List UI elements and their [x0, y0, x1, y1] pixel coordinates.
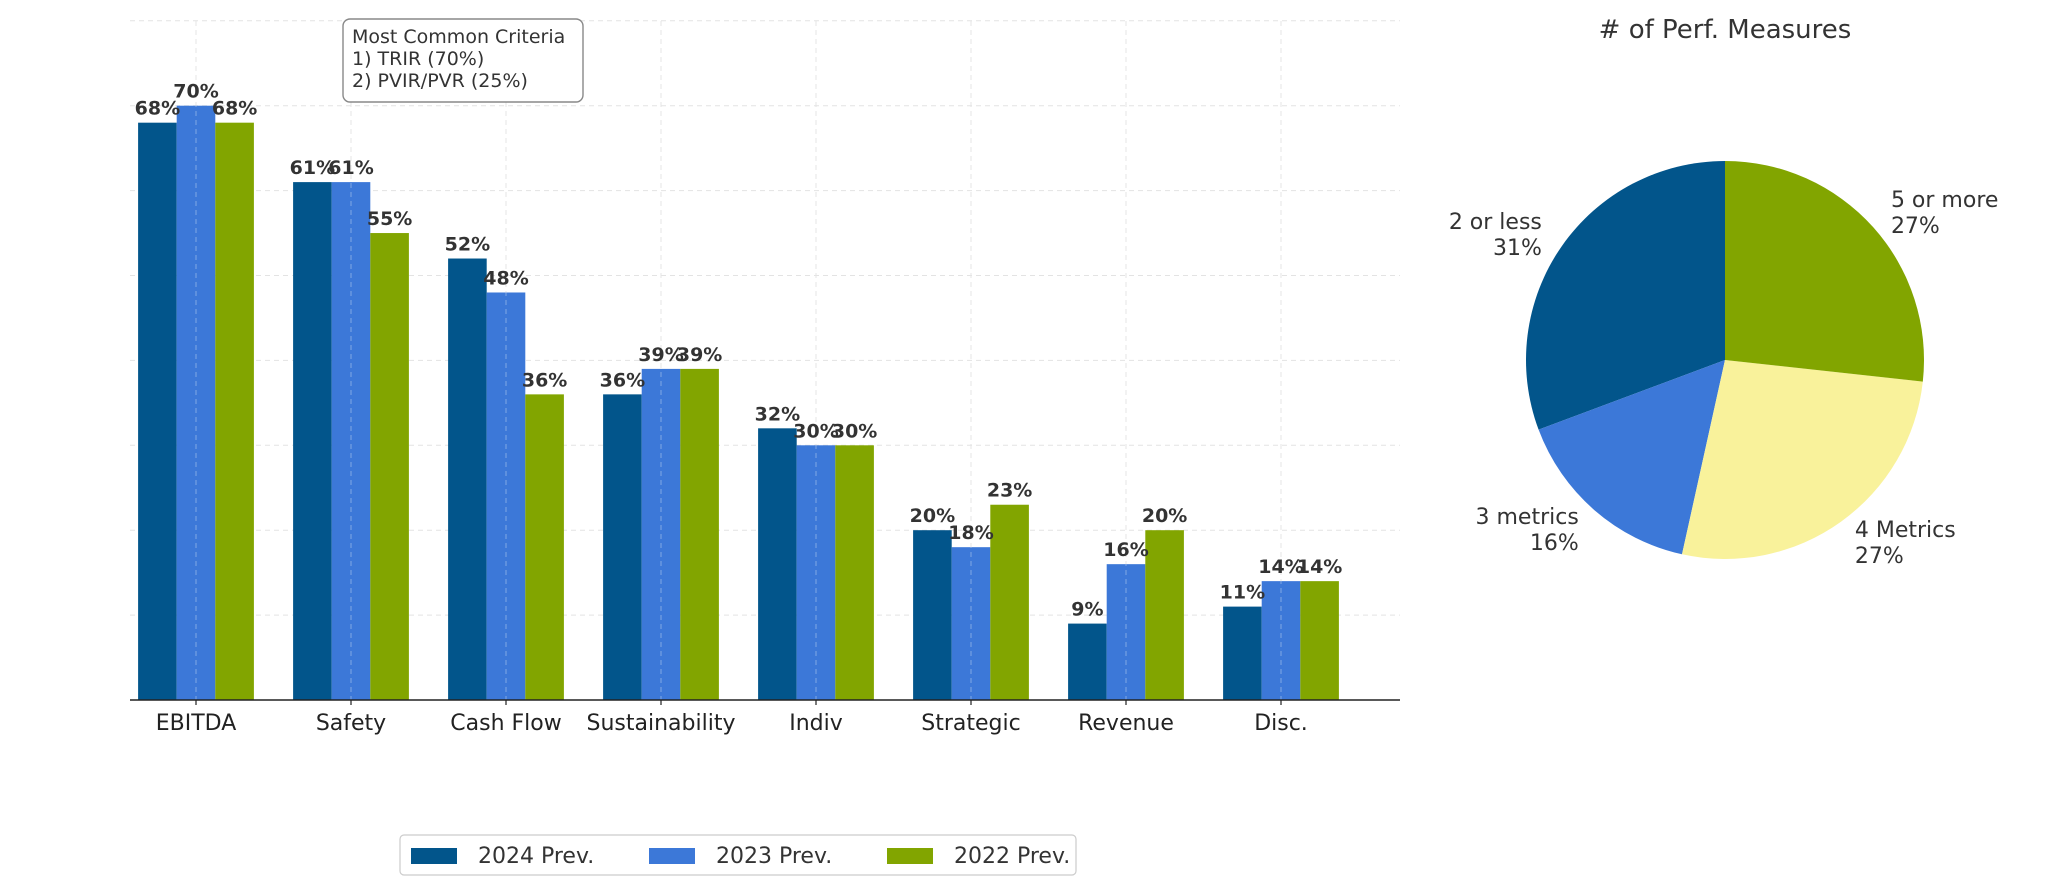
- pie-slice-2-or-less: [1526, 161, 1725, 430]
- bar-value-label: 14%: [1258, 556, 1303, 578]
- bar-2022-prev: [370, 233, 409, 701]
- x-tick-label: Disc.: [1254, 711, 1308, 736]
- annotation-box: Most Common Criteria 1) TRIR (70%) 2) PV…: [342, 18, 584, 103]
- annotation-item-2: 2) PVIR/PVR (25%): [352, 70, 528, 92]
- bar-value-label: 11%: [1220, 582, 1265, 604]
- bar-2022-prev: [1300, 581, 1339, 700]
- annotation-item-1: 1) TRIR (70%): [352, 48, 484, 70]
- bar-2023-prev: [951, 547, 991, 700]
- pie-pct-label: 31%: [1493, 236, 1542, 261]
- bar-2024-prev: [293, 182, 332, 701]
- pie-label: 4 Metrics: [1855, 518, 1956, 543]
- legend-swatch: [887, 848, 933, 864]
- legend-swatch: [649, 848, 695, 864]
- bar-value-label: 18%: [948, 522, 993, 544]
- pie-pct-label: 27%: [1891, 214, 1940, 239]
- bar-value-label: 68%: [212, 98, 257, 120]
- bar-value-label: 32%: [755, 403, 800, 425]
- pie-chart-title: # of Perf. Measures: [1599, 15, 1852, 45]
- bar-2022-prev: [525, 394, 564, 700]
- x-tick-label: Safety: [316, 711, 386, 736]
- bar-2023-prev: [641, 368, 681, 700]
- bar-2024-prev: [1068, 623, 1107, 700]
- bar-2024-prev: [758, 428, 797, 700]
- bar-value-label: 39%: [638, 344, 683, 366]
- bar-2024-prev: [138, 122, 177, 701]
- bar-value-label: 20%: [1142, 505, 1187, 527]
- bar-value-label: 61%: [328, 157, 373, 179]
- bar-2023-prev: [1261, 581, 1301, 700]
- x-tick-label: Strategic: [921, 711, 1020, 736]
- bar-2023-prev: [796, 445, 836, 700]
- bar-value-label: 39%: [677, 344, 722, 366]
- legend: 2024 Prev. 2023 Prev. 2022 Prev.: [399, 834, 1077, 876]
- bar-value-label: 55%: [367, 208, 412, 230]
- bar-2024-prev: [603, 394, 642, 700]
- bar-2023-prev: [331, 182, 371, 701]
- legend-label: 2023 Prev.: [716, 844, 832, 869]
- pie-label: 5 or more: [1891, 188, 1998, 213]
- pie-slice-3-metrics: [1538, 360, 1725, 555]
- bar-value-label: 52%: [445, 234, 490, 256]
- bar-value-label: 16%: [1103, 539, 1148, 561]
- bar-value-label: 61%: [290, 157, 335, 179]
- bar-chart-bars: [138, 21, 1339, 701]
- legend-frame: [399, 834, 1077, 876]
- bar-value-label: 30%: [793, 420, 838, 442]
- x-axis-tick-labels: EBITDA Safety Cash Flow Sustainability Indiv…: [156, 700, 1308, 736]
- pie-pct-label: 27%: [1855, 544, 1904, 569]
- bar-value-label: 48%: [483, 267, 528, 289]
- bar-2023-prev: [176, 105, 216, 700]
- bar-2023-prev: [486, 292, 526, 700]
- bar-value-label: 14%: [1297, 556, 1342, 578]
- bar-value-label: 30%: [832, 420, 877, 442]
- bar-2022-prev: [215, 122, 254, 701]
- x-tick-label: EBITDA: [156, 711, 237, 736]
- bar-value-label: 68%: [135, 98, 180, 120]
- bar-2022-prev: [1145, 530, 1184, 700]
- bar-value-label: 70%: [173, 81, 218, 103]
- legend-swatch: [411, 848, 457, 864]
- bar-value-label: 23%: [987, 480, 1032, 502]
- legend-label: 2022 Prev.: [954, 844, 1070, 869]
- x-tick-label: Revenue: [1078, 711, 1174, 736]
- annotation-title: Most Common Criteria: [352, 26, 565, 48]
- bar-2024-prev: [1223, 606, 1262, 700]
- bar-2023-prev: [1106, 564, 1146, 700]
- bar-2024-prev: [913, 530, 952, 700]
- pie-label: 3 metrics: [1476, 505, 1579, 530]
- bar-value-label: 9%: [1071, 599, 1103, 621]
- bar-2022-prev: [990, 504, 1029, 700]
- pie-slice-4-metrics: [1682, 360, 1923, 559]
- pie-slice-5-or-more: [1725, 161, 1925, 382]
- bar-value-label: 36%: [600, 369, 645, 391]
- bar-value-label: 20%: [910, 505, 955, 527]
- bar-value-label: 36%: [522, 369, 567, 391]
- pie-chart-slices: [1526, 161, 1925, 559]
- pie-label: 2 or less: [1449, 210, 1542, 235]
- annotation-box-border: [342, 18, 584, 103]
- pie-pct-label: 16%: [1530, 531, 1579, 556]
- legend-label: 2024 Prev.: [478, 844, 594, 869]
- x-tick-label: Indiv: [789, 711, 843, 736]
- bar-2024-prev: [448, 258, 487, 700]
- bar-2022-prev: [835, 445, 874, 700]
- bar-chart-value-labels: 68% 61% 52% 36% 32% 20% 9% 11% 70% 61% 48% 39% 30% 18…: [135, 81, 1343, 621]
- x-tick-label: Sustainability: [587, 711, 736, 736]
- bar-2022-prev: [680, 368, 719, 700]
- x-tick-label: Cash Flow: [450, 711, 561, 736]
